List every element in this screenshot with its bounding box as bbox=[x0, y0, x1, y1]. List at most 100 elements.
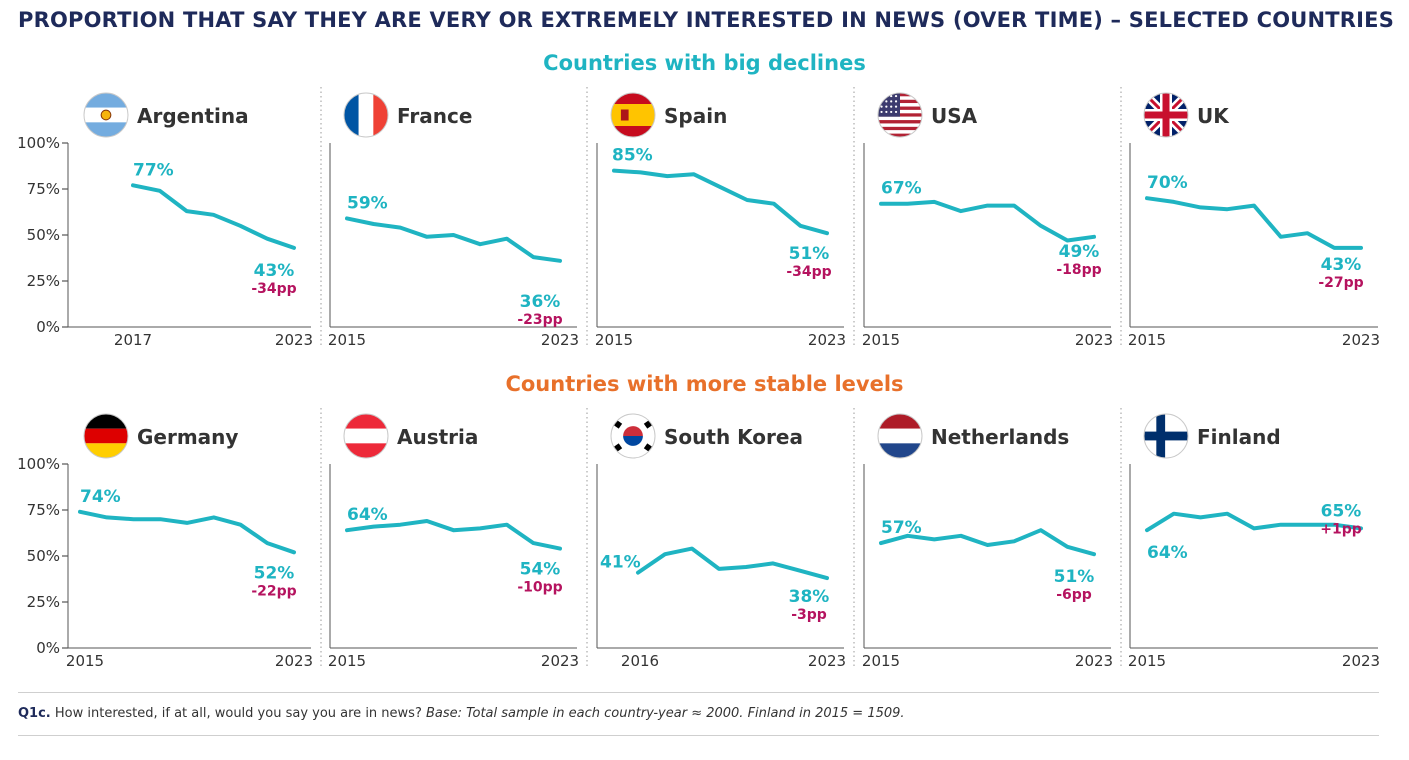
panel-netherlands: Netherlands 2015 2023 57% 51%-6pp bbox=[862, 408, 1122, 670]
flag-border bbox=[83, 92, 129, 138]
x-tick-label: 2023 bbox=[808, 652, 846, 670]
finland-flag-icon bbox=[1144, 414, 1188, 458]
start-value-label: 77% bbox=[133, 160, 174, 180]
x-tick-label: 2023 bbox=[541, 331, 579, 349]
start-value-label: 57% bbox=[881, 518, 922, 538]
start-value-label: 59% bbox=[347, 193, 388, 213]
netherlands-flag-icon bbox=[878, 414, 922, 458]
panel-germany: Germany 2015 2023 74% 52%-22pp bbox=[66, 408, 322, 670]
change-label: -6pp bbox=[1056, 587, 1092, 603]
y-tick-label: 100% bbox=[17, 455, 60, 473]
y-tick-label: 25% bbox=[27, 593, 60, 611]
panel-south-korea: South Korea 2016 2023 41% 38%-3pp bbox=[596, 408, 855, 670]
flag-border bbox=[877, 413, 923, 459]
footnote-question: How interested, if at all, would you say… bbox=[50, 706, 426, 721]
start-value-label: 74% bbox=[80, 487, 121, 507]
footer-divider-bottom bbox=[18, 735, 1379, 736]
y-tick-label: 50% bbox=[27, 547, 60, 565]
change-label: +1pp bbox=[1320, 521, 1362, 537]
x-tick-label: 2023 bbox=[1075, 652, 1113, 670]
series-line bbox=[879, 528, 1096, 557]
footnote: Q1c. How interested, if at all, would yo… bbox=[18, 706, 905, 721]
end-value-label: 49% bbox=[1059, 242, 1100, 262]
y-tick-label: 50% bbox=[27, 226, 60, 244]
section-heading-declines: Countries with big declines bbox=[543, 51, 866, 75]
x-tick-label: 2023 bbox=[1342, 331, 1380, 349]
y-axis-row-1: 100% 75% 50% 25% 0% bbox=[17, 134, 68, 336]
y-tick-label: 75% bbox=[27, 180, 60, 198]
end-value-label: 38% bbox=[789, 587, 830, 607]
change-label: -34pp bbox=[251, 281, 296, 297]
country-name: Finland bbox=[1197, 425, 1281, 449]
spain-flag-icon bbox=[611, 93, 655, 137]
x-tick-label: 2015 bbox=[1128, 652, 1166, 670]
x-tick-label: 2015 bbox=[862, 331, 900, 349]
x-tick-label: 2017 bbox=[114, 331, 152, 349]
start-value-label: 64% bbox=[347, 505, 388, 525]
end-value-label: 51% bbox=[789, 244, 830, 264]
x-tick-label: 2023 bbox=[808, 331, 846, 349]
series-line bbox=[612, 168, 829, 236]
series-line bbox=[636, 546, 829, 581]
end-value-label: 43% bbox=[1321, 255, 1362, 275]
change-label: -34pp bbox=[786, 264, 831, 280]
panel-argentina: Argentina 2017 2023 77% 43%-34pp bbox=[67, 87, 322, 349]
change-label: -18pp bbox=[1056, 262, 1101, 278]
uk-flag-icon bbox=[1144, 93, 1188, 137]
x-tick-label: 2023 bbox=[275, 652, 313, 670]
y-tick-label: 0% bbox=[36, 318, 60, 336]
footnote-question-id: Q1c. bbox=[18, 706, 51, 721]
country-name: Spain bbox=[664, 104, 727, 128]
x-tick-label: 2023 bbox=[275, 331, 313, 349]
usa-flag-icon bbox=[878, 93, 922, 137]
country-name: Austria bbox=[397, 425, 478, 449]
x-tick-label: 2015 bbox=[66, 652, 104, 670]
start-value-label: 67% bbox=[881, 179, 922, 199]
series-line bbox=[131, 183, 296, 250]
flag-border bbox=[1143, 413, 1189, 459]
series-line bbox=[1145, 511, 1363, 533]
y-axis-row-2: 100% 75% 50% 25% 0% bbox=[17, 455, 68, 657]
argentina-flag-icon bbox=[84, 93, 128, 137]
end-value-label: 52% bbox=[254, 563, 295, 583]
x-tick-label: 2015 bbox=[328, 331, 366, 349]
country-name: Germany bbox=[137, 425, 238, 449]
x-tick-label: 2016 bbox=[621, 652, 659, 670]
flag-border bbox=[343, 413, 389, 459]
france-flag-icon bbox=[344, 93, 388, 137]
start-value-label: 70% bbox=[1147, 173, 1188, 193]
change-label: -27pp bbox=[1318, 275, 1363, 291]
panel-austria: Austria 2015 2023 64% 54%-10pp bbox=[328, 408, 588, 670]
flag-border bbox=[610, 413, 656, 459]
panel-spain: Spain 2015 2023 85% 51%-34pp bbox=[595, 87, 855, 349]
change-label: -10pp bbox=[517, 580, 562, 596]
section-heading-stable: Countries with more stable levels bbox=[505, 372, 904, 396]
x-tick-label: 2023 bbox=[1075, 331, 1113, 349]
germany-flag-icon bbox=[84, 414, 128, 458]
series-line bbox=[879, 199, 1096, 243]
series-line bbox=[345, 519, 562, 551]
end-value-label: 43% bbox=[254, 261, 295, 281]
country-name: South Korea bbox=[664, 425, 803, 449]
start-value-label: 85% bbox=[612, 146, 653, 166]
x-tick-label: 2015 bbox=[1128, 331, 1166, 349]
panel-france: France 2015 2023 59% 36%-23pp bbox=[328, 87, 588, 349]
change-label: -23pp bbox=[517, 312, 562, 328]
panel-finland: Finland 2015 2023 64% 65%+1pp bbox=[1128, 413, 1380, 670]
start-value-label: 41% bbox=[600, 553, 641, 573]
country-name: UK bbox=[1197, 104, 1230, 128]
change-label: -3pp bbox=[791, 607, 827, 623]
end-value-label: 65% bbox=[1321, 501, 1362, 521]
country-name: Netherlands bbox=[931, 425, 1069, 449]
flag-border bbox=[1143, 92, 1189, 138]
series-line bbox=[1145, 196, 1363, 250]
change-label: -22pp bbox=[251, 583, 296, 599]
footer-divider-top bbox=[18, 692, 1379, 693]
end-value-label: 51% bbox=[1054, 567, 1095, 587]
x-tick-label: 2015 bbox=[328, 652, 366, 670]
y-tick-label: 100% bbox=[17, 134, 60, 152]
austria-flag-icon bbox=[344, 414, 388, 458]
country-name: Argentina bbox=[137, 104, 249, 128]
x-tick-label: 2015 bbox=[595, 331, 633, 349]
